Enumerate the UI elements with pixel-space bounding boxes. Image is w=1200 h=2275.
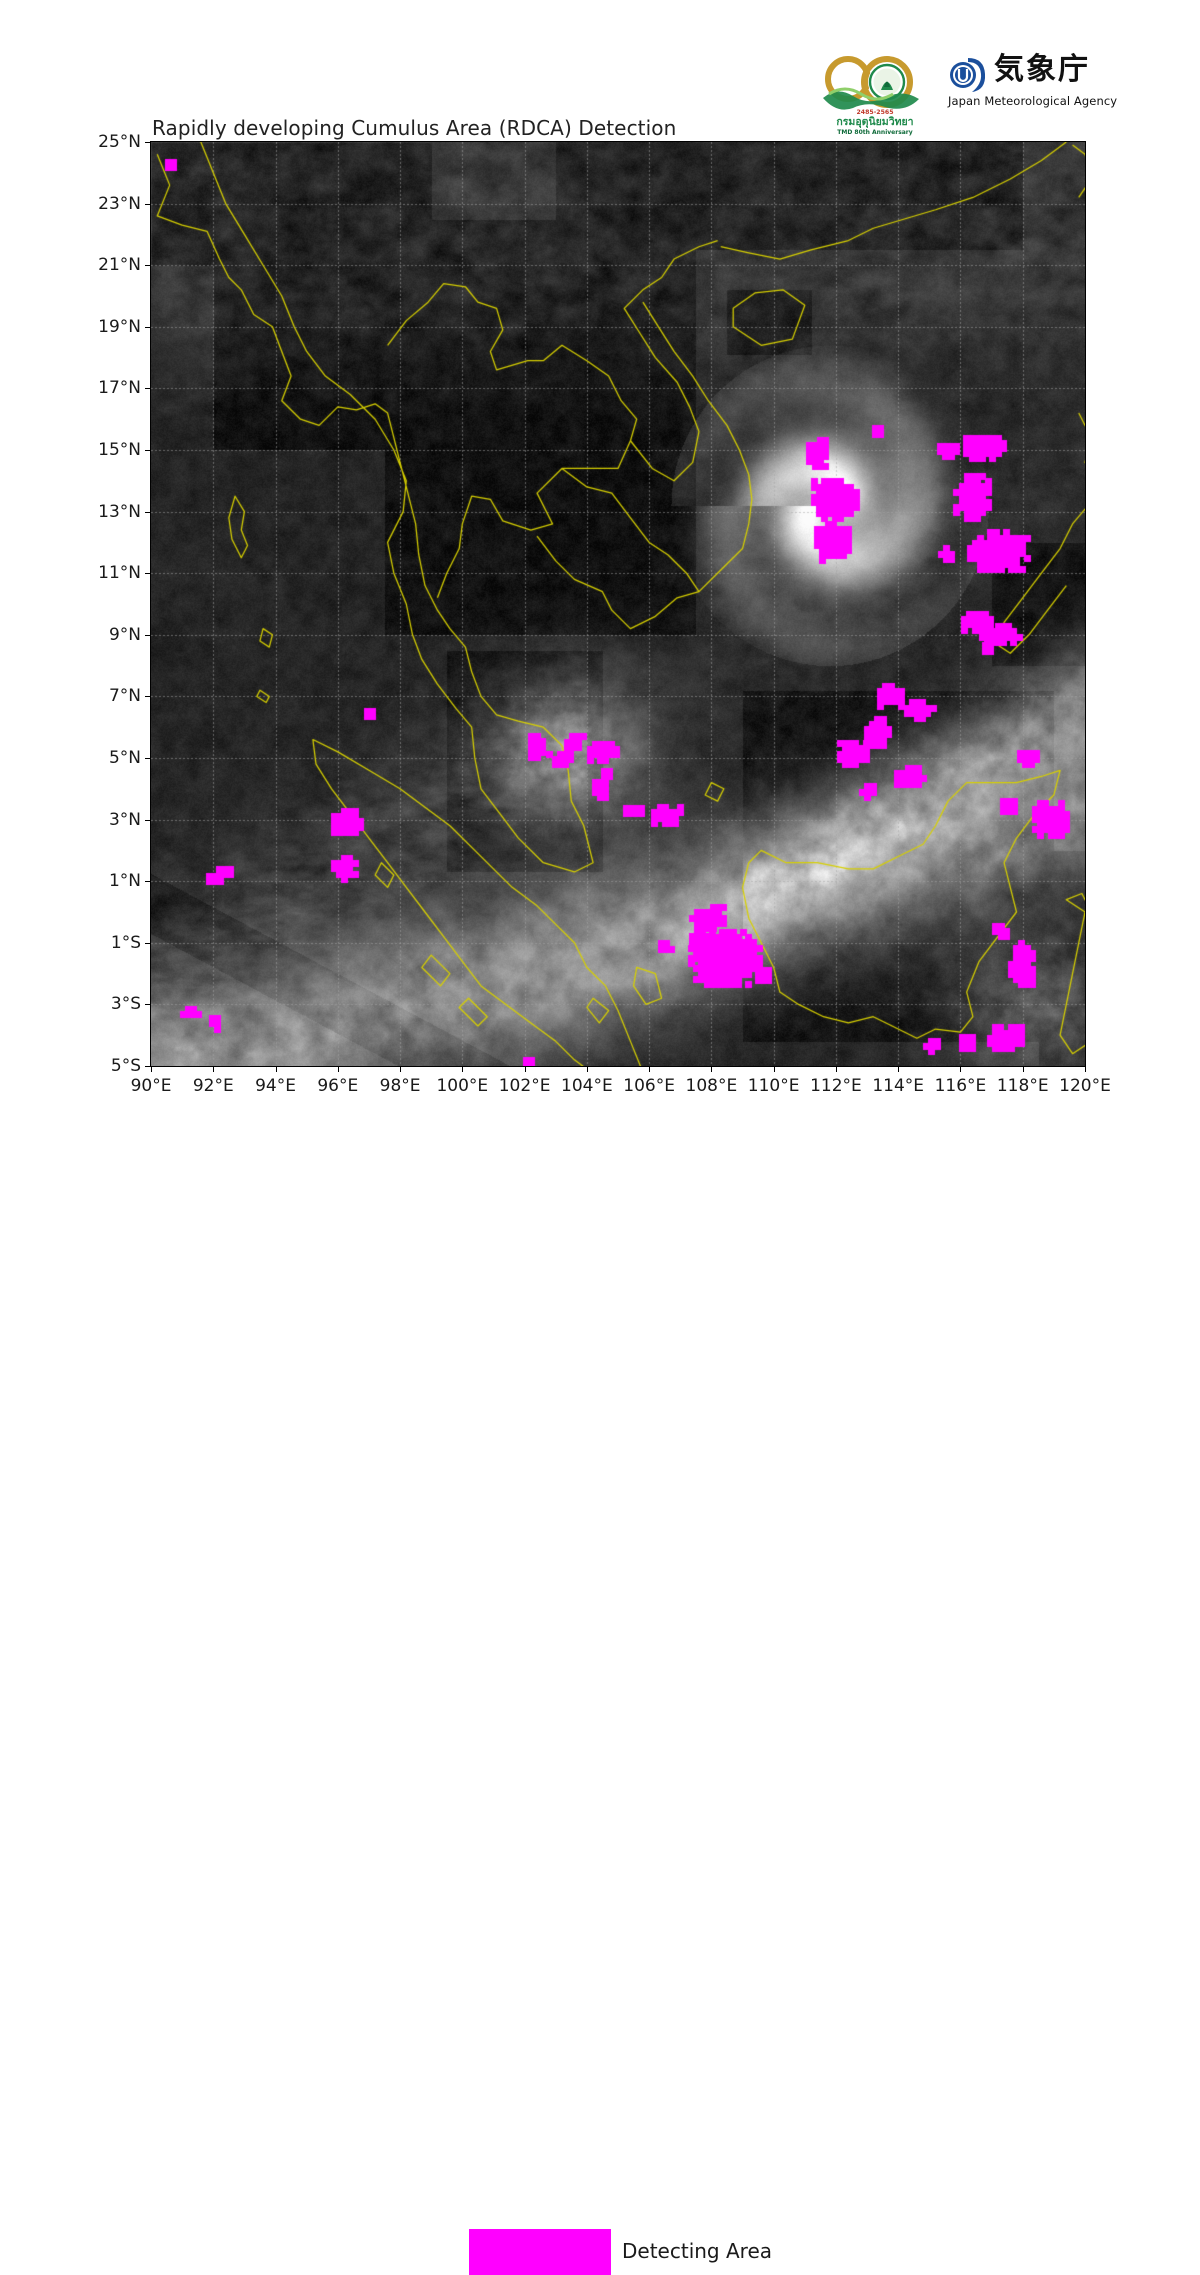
y-axis-label: 11°N xyxy=(98,563,141,584)
y-axis-label: 25°N xyxy=(98,132,141,152)
y-axis-label: 19°N xyxy=(98,316,141,337)
y-axis-label: 3°N xyxy=(108,809,141,830)
legend: Detecting Area xyxy=(0,1108,1200,2275)
y-axis-label: 17°N xyxy=(98,378,141,399)
x-tick-mark xyxy=(524,1066,526,1072)
tmd-logo-graphic: 2485-2565 กรมอุตุนิยมวิทยา TMD 80th Anni… xyxy=(823,56,919,136)
x-tick-mark xyxy=(337,1066,339,1072)
x-axis-label: 96°E xyxy=(317,1076,359,1096)
x-tick-mark xyxy=(898,1066,900,1072)
tmd-tagline: TMD 80th Anniversary xyxy=(837,129,912,136)
y-axis-label: 21°N xyxy=(98,255,141,276)
x-axis-label: 118°E xyxy=(996,1076,1049,1096)
y-tick-mark xyxy=(145,696,151,698)
x-axis-label: 90°E xyxy=(130,1076,172,1096)
x-tick-mark xyxy=(462,1066,464,1072)
y-axis-label: 7°N xyxy=(108,686,141,707)
x-axis-label: 98°E xyxy=(379,1076,421,1096)
x-tick-mark xyxy=(773,1066,775,1072)
y-axis-label: 3°S xyxy=(110,994,141,1015)
x-tick-mark xyxy=(151,1066,152,1072)
y-axis-label: 15°N xyxy=(98,440,141,460)
x-axis-label: 108°E xyxy=(685,1076,738,1096)
satellite-map-plot[interactable] xyxy=(150,141,1086,1067)
x-axis-label: 110°E xyxy=(747,1076,800,1096)
x-axis-label: 116°E xyxy=(934,1076,987,1096)
jma-logo: 気象庁 Japan Meteorological Agency xyxy=(948,52,1117,116)
y-axis-label: 9°N xyxy=(108,624,141,645)
y-tick-mark xyxy=(145,1004,151,1006)
y-tick-mark xyxy=(145,573,151,575)
x-axis-label: 112°E xyxy=(810,1076,862,1096)
x-axis-label: 102°E xyxy=(498,1076,551,1096)
x-axis-label: 100°E xyxy=(436,1076,489,1096)
x-axis-label: 92°E xyxy=(192,1076,234,1096)
x-axis-label: 114°E xyxy=(872,1076,925,1096)
y-axis-label: 13°N xyxy=(98,501,141,522)
legend-color-swatch xyxy=(469,2229,611,2275)
y-tick-mark xyxy=(145,881,151,883)
y-tick-mark xyxy=(145,634,151,636)
x-tick-mark xyxy=(213,1066,215,1072)
y-tick-mark xyxy=(145,1066,151,1067)
page-header: Rapidly developing Cumulus Area (RDCA) D… xyxy=(0,0,1200,299)
y-tick-mark xyxy=(145,326,151,328)
tmd-years: 2485-2565 xyxy=(856,109,893,116)
x-axis-label: 104°E xyxy=(561,1076,613,1096)
y-tick-mark xyxy=(145,142,151,143)
x-tick-mark xyxy=(1085,1066,1086,1072)
tmd-logo: 2485-2565 กรมอุตุนิยมวิทยา TMD 80th Anni… xyxy=(815,46,935,138)
x-axis-label: 94°E xyxy=(255,1076,296,1096)
y-tick-mark xyxy=(145,450,151,451)
y-tick-mark xyxy=(145,388,151,390)
y-tick-mark xyxy=(145,203,151,205)
page-title: Rapidly developing Cumulus Area (RDCA) D… xyxy=(152,116,677,140)
y-tick-mark xyxy=(145,942,151,944)
x-tick-mark xyxy=(711,1066,713,1072)
legend-label: Detecting Area xyxy=(622,2239,772,2263)
x-tick-mark xyxy=(275,1066,277,1072)
y-axis-label: 1°N xyxy=(108,871,141,892)
satellite-imagery-canvas[interactable] xyxy=(151,142,1085,1066)
y-axis-label: 5°S xyxy=(110,1056,141,1076)
jma-english-label: Japan Meteorological Agency xyxy=(948,94,1118,108)
y-axis-label: 23°N xyxy=(98,193,141,214)
x-tick-mark xyxy=(960,1066,962,1072)
y-axis-label: 1°S xyxy=(110,932,141,953)
tmd-thai-name: กรมอุตุนิยมวิทยา xyxy=(836,116,913,129)
x-axis-label: 120°E xyxy=(1059,1076,1111,1096)
y-tick-mark xyxy=(145,265,151,267)
y-tick-mark xyxy=(145,758,151,759)
y-axis-label: 5°N xyxy=(108,748,141,768)
y-tick-mark xyxy=(145,819,151,821)
x-tick-mark xyxy=(835,1066,837,1072)
x-tick-mark xyxy=(400,1066,402,1072)
x-axis-label: 106°E xyxy=(623,1076,675,1096)
x-tick-mark xyxy=(1022,1066,1024,1072)
y-tick-mark xyxy=(145,511,151,513)
jma-emblem-icon xyxy=(950,58,986,92)
x-tick-mark xyxy=(586,1066,588,1072)
jma-kanji-label: 気象庁 xyxy=(994,52,1090,87)
x-tick-mark xyxy=(649,1066,651,1072)
